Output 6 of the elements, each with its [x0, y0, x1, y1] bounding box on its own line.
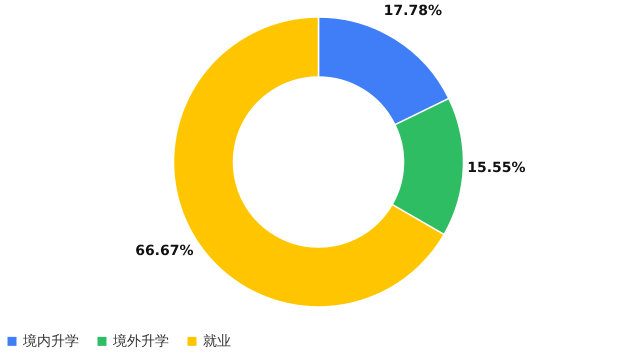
legend-label: 境内升学 [22, 333, 79, 350]
legend-label: 境外升学 [112, 333, 169, 350]
data-label: 66.67% [135, 243, 194, 260]
data-label: 17.78% [384, 3, 442, 20]
legend-label: 就业 [203, 333, 231, 350]
data-label: 15.55% [467, 160, 526, 176]
